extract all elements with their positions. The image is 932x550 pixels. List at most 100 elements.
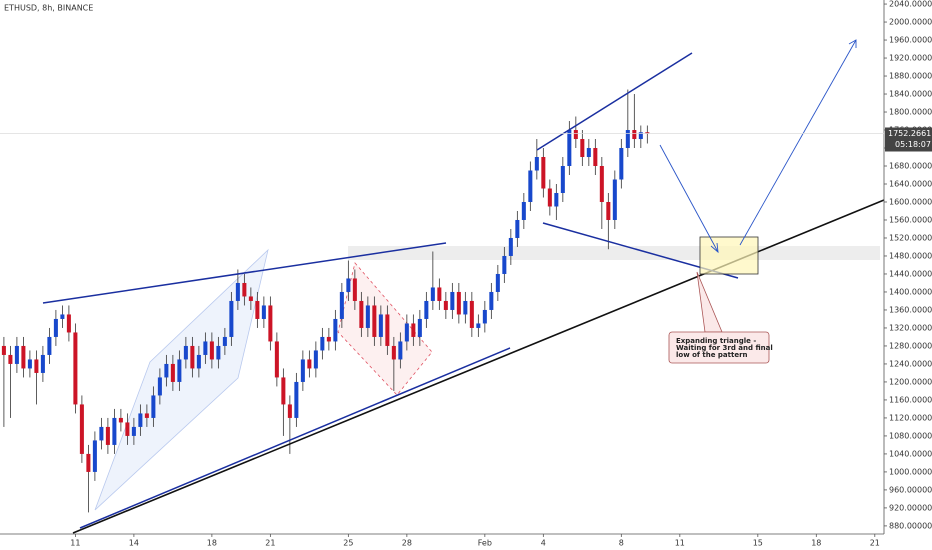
x-tick-label: 21 bbox=[265, 539, 275, 548]
y-tick-label: 1120.000000 bbox=[889, 413, 932, 422]
trendline bbox=[79, 347, 511, 529]
candle-body bbox=[391, 345, 396, 360]
candle-body bbox=[268, 305, 273, 342]
y-tick-label: 880.000000 bbox=[889, 521, 932, 530]
candle-body bbox=[34, 359, 39, 373]
candle-body bbox=[372, 305, 377, 337]
candle-body bbox=[365, 305, 370, 328]
candle-body bbox=[398, 341, 403, 360]
arrow-head bbox=[848, 39, 857, 48]
candle-body bbox=[8, 354, 13, 364]
candle-body bbox=[281, 377, 286, 405]
candle-body bbox=[359, 300, 364, 328]
arrow-head bbox=[710, 242, 719, 254]
candle-body bbox=[573, 130, 578, 140]
candle-body bbox=[515, 219, 520, 238]
x-tick-label: 14 bbox=[129, 539, 139, 548]
target-box bbox=[699, 236, 759, 275]
y-tick-label: 1440.000000 bbox=[889, 269, 932, 278]
candle-body bbox=[216, 345, 221, 360]
candle-body bbox=[313, 350, 318, 369]
y-tick-label: 1560.000000 bbox=[889, 215, 932, 224]
candle-body bbox=[385, 314, 390, 346]
annotation: Expanding triangle - bbox=[676, 337, 756, 345]
arrow bbox=[659, 144, 719, 253]
x-tick-label: 18 bbox=[811, 539, 821, 548]
y-tick-label: 1360.000000 bbox=[889, 305, 932, 314]
arrow bbox=[739, 39, 857, 246]
x-tick-label: 8 bbox=[619, 539, 624, 548]
candle-body bbox=[222, 336, 227, 346]
candle-body bbox=[560, 166, 565, 193]
candle-body bbox=[346, 278, 351, 292]
candle-body bbox=[502, 255, 507, 274]
candle-body bbox=[619, 148, 624, 180]
y-tick-label: 1640.000000 bbox=[889, 179, 932, 188]
candle-body bbox=[404, 323, 409, 342]
y-tick-label: 1960.000000 bbox=[889, 36, 932, 45]
zone-band bbox=[348, 246, 880, 260]
trendline bbox=[42, 242, 447, 304]
candle-body bbox=[554, 192, 559, 207]
candle-body bbox=[196, 354, 201, 369]
y-tick-label: 1200.000000 bbox=[889, 377, 932, 386]
candle-body bbox=[235, 282, 240, 301]
chart-title: ETHUSD, 8h, BINANCE bbox=[4, 4, 93, 13]
candle-body bbox=[430, 287, 435, 301]
candle-body bbox=[294, 381, 299, 418]
candle-body bbox=[411, 323, 416, 337]
candle-body bbox=[21, 345, 26, 369]
callout bbox=[668, 331, 770, 364]
candle-body bbox=[131, 426, 136, 436]
candle-body bbox=[378, 314, 383, 337]
y-tick-label: 1000.000000 bbox=[889, 467, 932, 476]
x-tick-label: 4 bbox=[541, 539, 546, 548]
y-tick-label: 1520.000000 bbox=[889, 233, 932, 242]
candle-body bbox=[177, 359, 182, 382]
candle-body bbox=[307, 359, 312, 369]
y-tick-label: 1040.000000 bbox=[889, 449, 932, 458]
last-price-box bbox=[885, 127, 932, 152]
y-tick-label: 960.000000 bbox=[889, 485, 932, 494]
candle-body bbox=[151, 395, 156, 418]
candle-body bbox=[586, 148, 591, 158]
candle-body bbox=[47, 336, 52, 355]
candle-body bbox=[320, 336, 325, 351]
y-tick-label: 1280.000000 bbox=[889, 341, 932, 350]
y-tick-label: 1400.000000 bbox=[889, 287, 932, 296]
candle-body bbox=[547, 188, 552, 207]
candle-body bbox=[255, 300, 260, 319]
x-tick-label: 28 bbox=[402, 539, 412, 548]
candle-body bbox=[580, 139, 585, 158]
candle-body bbox=[593, 148, 598, 167]
candle-body bbox=[118, 417, 123, 423]
candle-body bbox=[541, 157, 546, 189]
y-tick-label: 1840.000000 bbox=[889, 90, 932, 99]
candle-body bbox=[424, 300, 429, 319]
candle-body bbox=[339, 291, 344, 319]
candle-body bbox=[437, 287, 442, 301]
candle-body bbox=[105, 426, 110, 445]
candle-body bbox=[482, 309, 487, 324]
y-tick-label: 1680.000000 bbox=[889, 162, 932, 171]
candle-body bbox=[183, 345, 188, 360]
y-tick-label: 1160.000000 bbox=[889, 395, 932, 404]
y-tick-label: 1880.000000 bbox=[889, 72, 932, 81]
y-tick-label: 1320.000000 bbox=[889, 323, 932, 332]
candle-body bbox=[248, 296, 253, 301]
candle-body bbox=[645, 132, 650, 134]
candle-body bbox=[157, 377, 162, 396]
candle-body bbox=[417, 318, 422, 337]
x-tick-label: Feb bbox=[478, 539, 492, 548]
candle-body bbox=[274, 341, 279, 378]
candle-body bbox=[261, 305, 266, 319]
candle-body bbox=[463, 300, 468, 315]
candle-body bbox=[144, 413, 149, 418]
candle-body bbox=[469, 300, 474, 328]
candle-body bbox=[190, 345, 195, 369]
y-tick-label: 2000.000000 bbox=[889, 18, 932, 27]
last-price-label: 1752.266118 bbox=[888, 129, 932, 138]
candle-body bbox=[508, 237, 513, 256]
